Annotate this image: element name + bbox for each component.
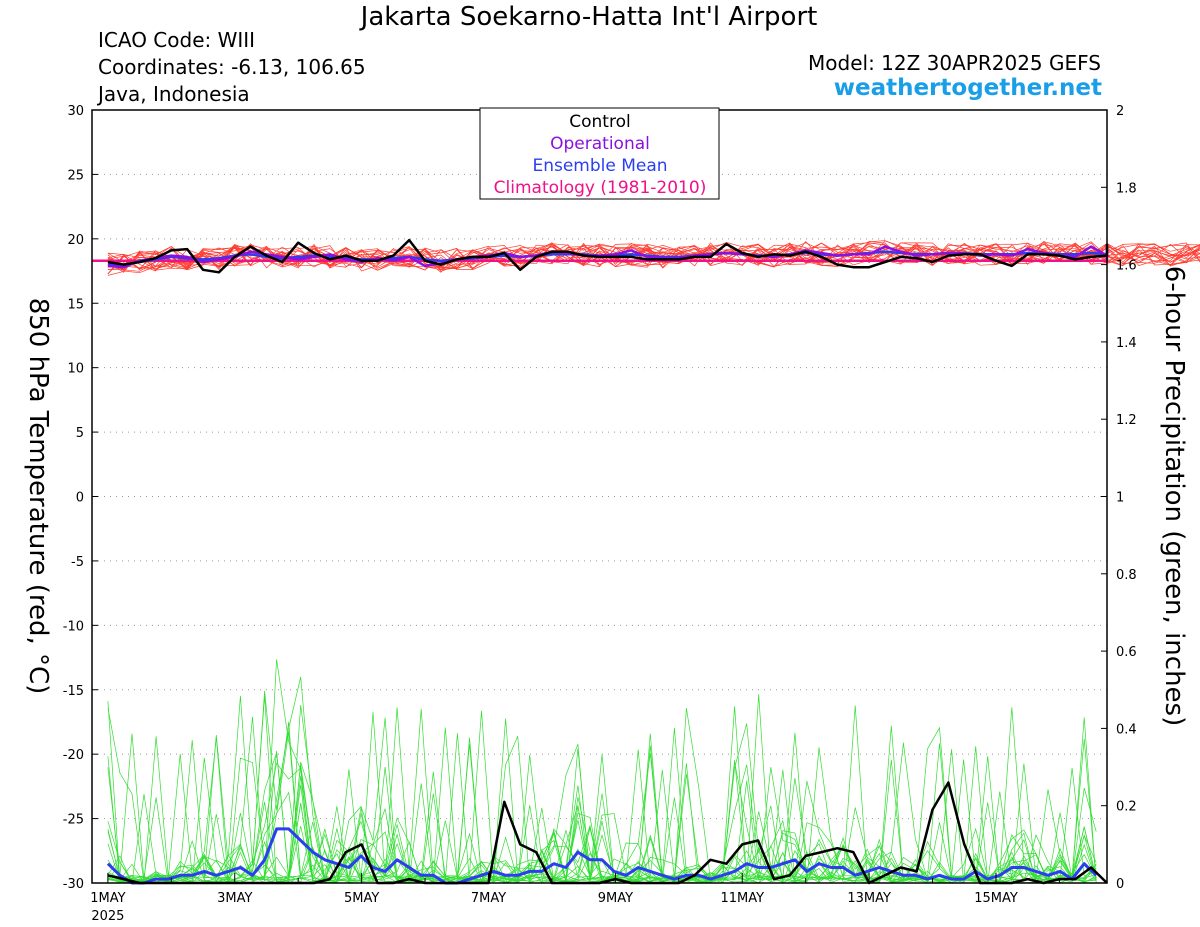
plot-frame xyxy=(91,109,1108,884)
y-tick-label: 15 xyxy=(67,297,84,312)
x-tick-label: 9MAY xyxy=(598,891,633,906)
y2-tick-label: 0.8 xyxy=(1116,568,1137,583)
precip-member-line xyxy=(107,659,1097,884)
y-tick-label: 25 xyxy=(67,168,84,183)
icao-code: ICAO Code: WIII xyxy=(98,28,256,52)
x-tick-label: 3MAY xyxy=(217,891,252,906)
axis-ticks: 302520151050-5-10-15-20-25-3021.81.61.41… xyxy=(63,104,1137,924)
y-tick-label: -30 xyxy=(63,877,84,892)
temp-operational-line xyxy=(107,244,1109,269)
legend-entry: Operational xyxy=(550,134,650,154)
x-tick-label: 5MAY xyxy=(344,891,379,906)
gridlines xyxy=(92,173,1107,820)
x-tick-label: 11MAY xyxy=(720,891,764,906)
y-tick-label: -25 xyxy=(63,813,84,828)
model-run-label: Model: 12Z 30APR2025 GEFS xyxy=(808,51,1101,75)
precip-member-line xyxy=(107,727,1097,884)
ensemble-members xyxy=(107,240,1200,884)
precip-member-line xyxy=(107,733,1097,884)
y-tick-label: -20 xyxy=(63,748,84,763)
y-tick-label: 20 xyxy=(67,233,84,248)
y-tick-label: 10 xyxy=(67,362,84,377)
y2-axis-label: 6-hour Precipitation (green, inches) xyxy=(1159,266,1189,726)
legend-frame xyxy=(479,107,720,200)
temp-member-line xyxy=(107,240,1200,270)
site-link[interactable]: weathertogether.net xyxy=(833,75,1102,101)
precip-ensemble-mean-line xyxy=(106,827,1098,885)
x-tick-label: 7MAY xyxy=(471,891,506,906)
y2-tick-label: 0.4 xyxy=(1116,722,1137,737)
temp-member-line xyxy=(107,242,1200,272)
y-tick-label: 30 xyxy=(67,104,84,119)
y2-tick-label: 2 xyxy=(1116,104,1124,119)
y-tick-label: 5 xyxy=(76,426,84,441)
x-tick-label: 15MAY xyxy=(974,891,1018,906)
precip-member-line xyxy=(107,704,1097,884)
legend-entry: Control xyxy=(569,112,630,132)
y-tick-label: -5 xyxy=(71,555,84,570)
y2-tick-label: 0.2 xyxy=(1116,800,1137,815)
x-tick-label: 13MAY xyxy=(847,891,891,906)
y2-tick-label: 1.2 xyxy=(1116,413,1137,428)
y2-tick-label: 1.8 xyxy=(1116,181,1137,196)
region-label: Java, Indonesia xyxy=(98,82,250,106)
y2-tick-label: 0 xyxy=(1116,877,1124,892)
coordinates: Coordinates: -6.13, 106.65 xyxy=(98,55,366,79)
legend-entry: Ensemble Mean xyxy=(532,156,667,176)
y2-tick-label: 0.6 xyxy=(1116,645,1137,660)
y-tick-label: -15 xyxy=(63,684,84,699)
precip-member-line xyxy=(107,695,1097,884)
y-tick-label: 0 xyxy=(76,491,84,506)
precip-member-line xyxy=(107,717,1097,884)
y2-tick-label: 1.6 xyxy=(1116,259,1137,274)
chart-title: Jakarta Soekarno-Hatta Int'l Airport xyxy=(360,2,818,32)
y-tick-label: -10 xyxy=(63,619,84,634)
x-tick-year: 2025 xyxy=(91,909,124,924)
y-axis-label: 850 hPa Temperature (red, °C) xyxy=(23,298,53,695)
precip-member-line xyxy=(107,694,1097,884)
temp-control-line xyxy=(107,238,1109,274)
y2-tick-label: 1.4 xyxy=(1116,336,1137,351)
x-tick-label: 1MAY xyxy=(90,891,125,906)
y2-tick-label: 1 xyxy=(1116,491,1124,506)
legend-entry: Climatology (1981-2010) xyxy=(494,178,707,198)
